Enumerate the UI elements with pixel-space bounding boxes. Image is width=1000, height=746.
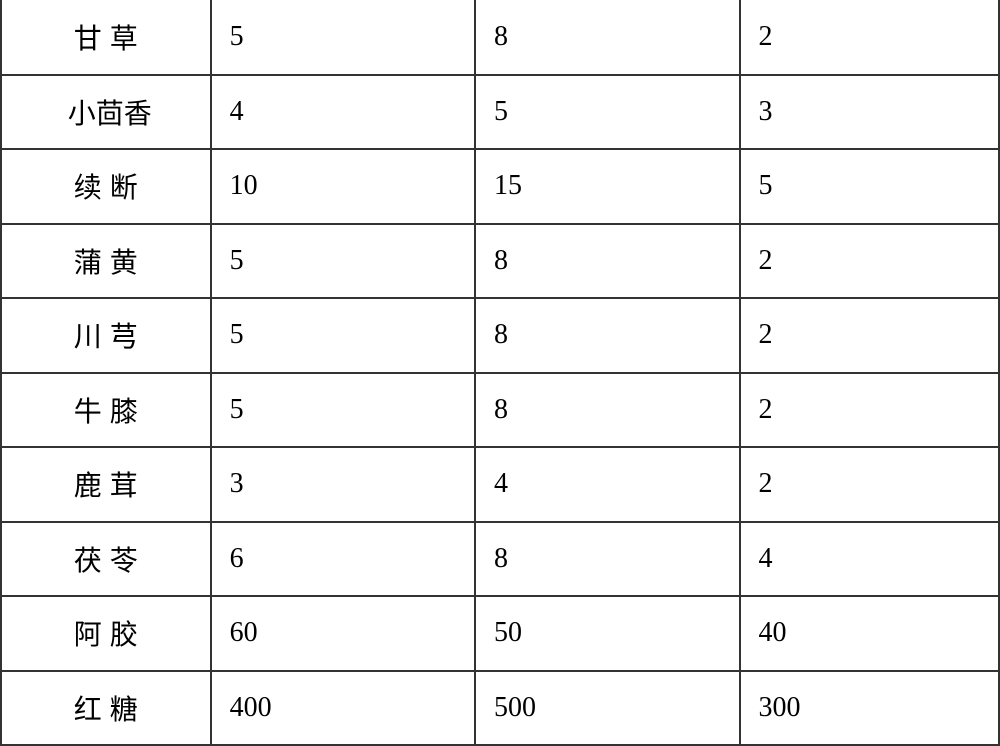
value-cell-2: 8: [475, 298, 739, 373]
value-cell-3: 2: [740, 373, 999, 448]
table-row: 阿胶605040: [1, 596, 999, 671]
table-body: 甘草582小茴香453续断10155蒲黄582川芎582牛膝582鹿茸342茯苓…: [1, 0, 999, 745]
value-cell-1: 4: [211, 75, 475, 150]
value-cell-2: 15: [475, 149, 739, 224]
value-cell-2: 500: [475, 671, 739, 746]
ingredient-name-cell: 茯苓: [1, 522, 211, 597]
value-cell-2: 4: [475, 447, 739, 522]
value-cell-2: 8: [475, 373, 739, 448]
value-cell-1: 10: [211, 149, 475, 224]
value-cell-3: 2: [740, 447, 999, 522]
table-row: 续断10155: [1, 149, 999, 224]
value-cell-1: 5: [211, 373, 475, 448]
ingredient-name-cell: 小茴香: [1, 75, 211, 150]
table-row: 茯苓684: [1, 522, 999, 597]
value-cell-1: 5: [211, 224, 475, 299]
table-row: 甘草582: [1, 0, 999, 75]
value-cell-1: 6: [211, 522, 475, 597]
value-cell-2: 50: [475, 596, 739, 671]
table-row: 小茴香453: [1, 75, 999, 150]
value-cell-2: 8: [475, 224, 739, 299]
ingredient-name-cell: 川芎: [1, 298, 211, 373]
value-cell-3: 2: [740, 0, 999, 75]
value-cell-3: 2: [740, 298, 999, 373]
table-row: 川芎582: [1, 298, 999, 373]
value-cell-1: 5: [211, 298, 475, 373]
value-cell-1: 60: [211, 596, 475, 671]
ingredient-name-cell: 牛膝: [1, 373, 211, 448]
value-cell-3: 3: [740, 75, 999, 150]
ingredient-name-cell: 阿胶: [1, 596, 211, 671]
table-row: 红糖400500300: [1, 671, 999, 746]
value-cell-1: 3: [211, 447, 475, 522]
value-cell-2: 8: [475, 522, 739, 597]
table-container: 甘草582小茴香453续断10155蒲黄582川芎582牛膝582鹿茸342茯苓…: [0, 0, 1000, 746]
table-row: 牛膝582: [1, 373, 999, 448]
value-cell-2: 5: [475, 75, 739, 150]
value-cell-3: 2: [740, 224, 999, 299]
ingredient-name-cell: 鹿茸: [1, 447, 211, 522]
value-cell-2: 8: [475, 0, 739, 75]
data-table: 甘草582小茴香453续断10155蒲黄582川芎582牛膝582鹿茸342茯苓…: [0, 0, 1000, 746]
ingredient-name-cell: 红糖: [1, 671, 211, 746]
value-cell-3: 40: [740, 596, 999, 671]
ingredient-name-cell: 续断: [1, 149, 211, 224]
value-cell-1: 400: [211, 671, 475, 746]
ingredient-name-cell: 蒲黄: [1, 224, 211, 299]
ingredient-name-cell: 甘草: [1, 0, 211, 75]
value-cell-3: 5: [740, 149, 999, 224]
table-row: 蒲黄582: [1, 224, 999, 299]
value-cell-3: 4: [740, 522, 999, 597]
value-cell-3: 300: [740, 671, 999, 746]
table-row: 鹿茸342: [1, 447, 999, 522]
value-cell-1: 5: [211, 0, 475, 75]
